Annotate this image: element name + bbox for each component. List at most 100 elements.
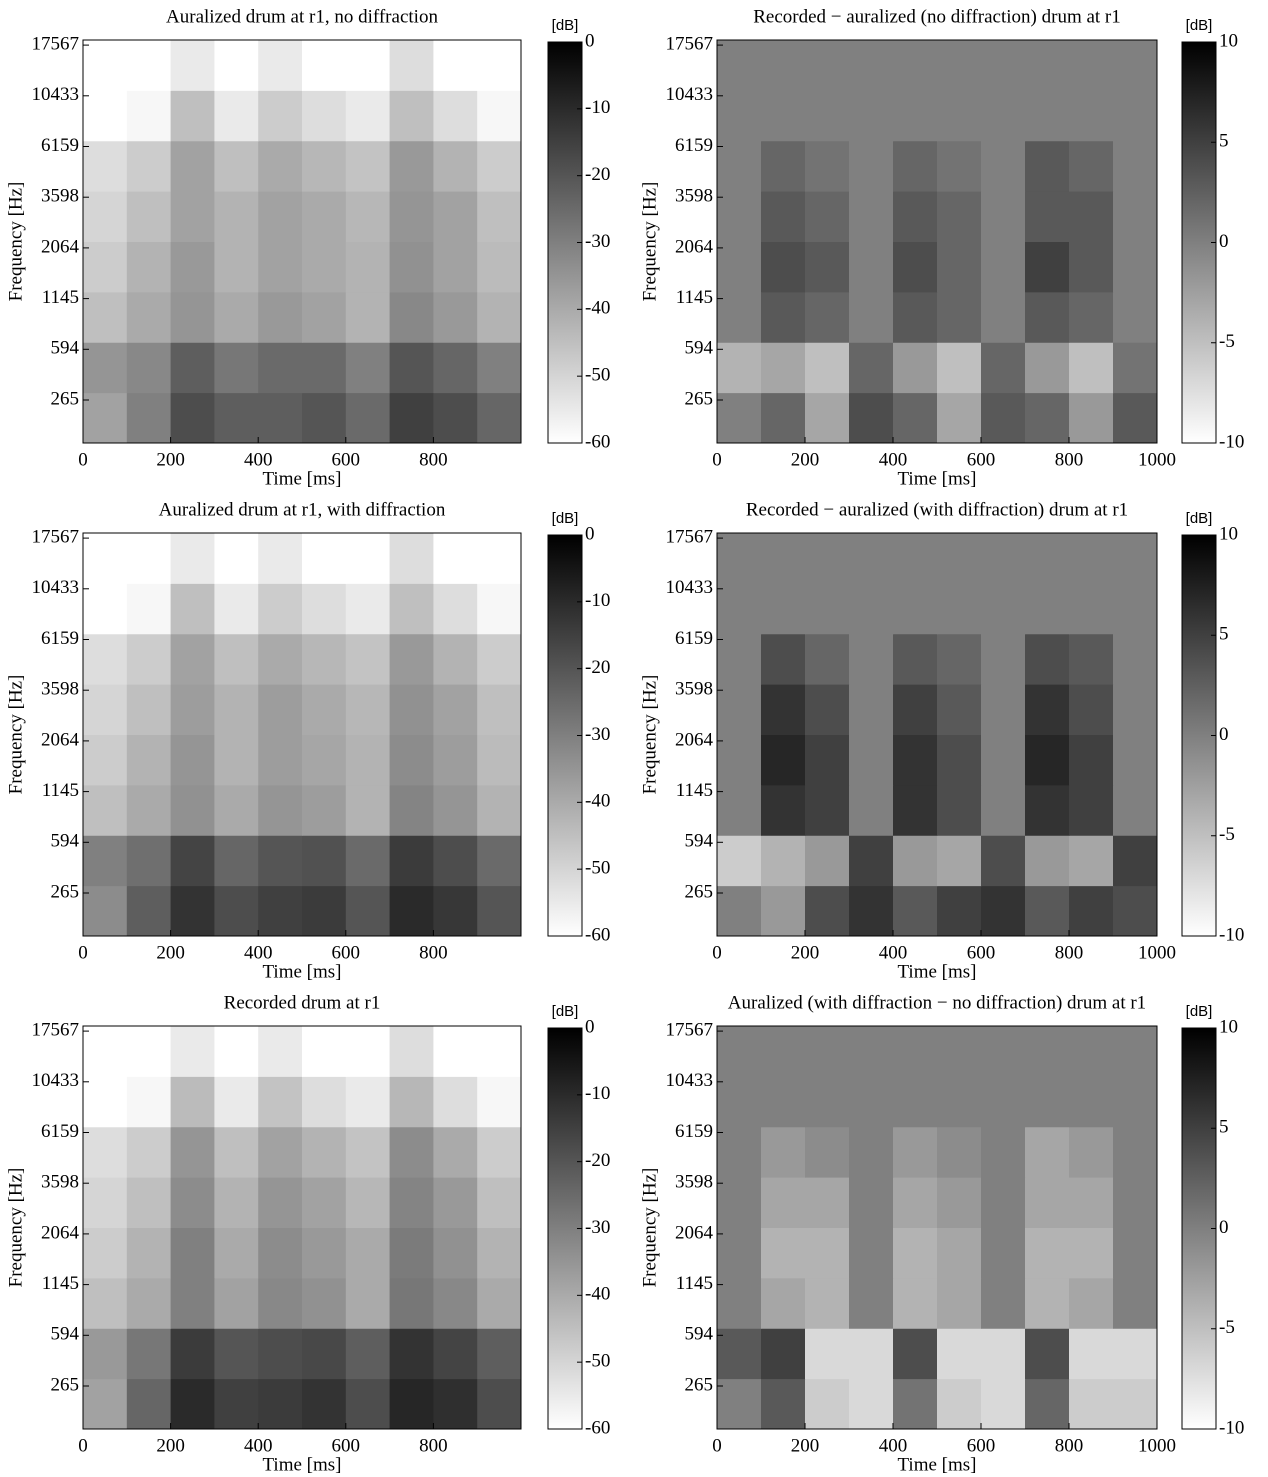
cell bbox=[389, 1227, 434, 1279]
cell bbox=[126, 1378, 172, 1430]
cell bbox=[893, 633, 938, 685]
y-tick-label: 594 bbox=[685, 1324, 714, 1345]
cell bbox=[849, 1277, 894, 1329]
cell bbox=[126, 392, 172, 444]
colorbar-label: [dB] bbox=[552, 17, 579, 34]
cell bbox=[258, 684, 303, 735]
cell bbox=[477, 1177, 522, 1228]
cell bbox=[805, 191, 850, 242]
cell bbox=[83, 191, 128, 242]
cell bbox=[1113, 392, 1158, 444]
subplot: 0 200 400 600 800 1000 265 594 1145 2064 3598 6159 1… bbox=[639, 992, 1244, 1475]
cell bbox=[1025, 40, 1070, 91]
y-tick-label: 3598 bbox=[675, 186, 713, 207]
cell bbox=[302, 784, 347, 836]
cell bbox=[302, 1328, 347, 1380]
cell bbox=[345, 90, 391, 142]
cell bbox=[433, 1328, 478, 1380]
cell bbox=[258, 1378, 303, 1430]
cell bbox=[1113, 583, 1158, 635]
cell bbox=[170, 1277, 215, 1329]
x-tick-label: 0 bbox=[712, 1435, 722, 1456]
colorbar-label: [dB] bbox=[552, 510, 579, 527]
cell bbox=[214, 1177, 259, 1228]
colorbar-tick-label: -10 bbox=[585, 590, 610, 611]
cell bbox=[477, 90, 522, 142]
cell bbox=[126, 140, 172, 192]
cell bbox=[937, 1378, 982, 1430]
y-tick-label: 594 bbox=[51, 1324, 80, 1345]
cell bbox=[83, 684, 128, 735]
cell bbox=[893, 583, 938, 635]
y-tick-label: 265 bbox=[51, 1374, 80, 1395]
cell bbox=[170, 633, 215, 685]
y-tick-label: 2064 bbox=[675, 729, 714, 750]
cell bbox=[893, 1277, 938, 1329]
cell bbox=[126, 1026, 172, 1077]
cell bbox=[170, 1026, 215, 1077]
cell bbox=[981, 291, 1026, 343]
cell bbox=[83, 1227, 128, 1279]
cell bbox=[937, 40, 982, 91]
cell bbox=[170, 291, 215, 343]
cell bbox=[433, 633, 478, 685]
cell bbox=[302, 1026, 347, 1077]
cell bbox=[302, 885, 347, 937]
x-tick-label: 1000 bbox=[1138, 942, 1176, 963]
y-tick-label: 10433 bbox=[32, 1070, 80, 1091]
cell bbox=[761, 1328, 806, 1380]
x-tick-label: 400 bbox=[879, 1435, 908, 1456]
cell bbox=[1025, 835, 1070, 887]
cell bbox=[258, 392, 303, 444]
cell bbox=[981, 734, 1026, 786]
x-tick-label: 800 bbox=[1055, 1435, 1084, 1456]
cell bbox=[937, 1328, 982, 1380]
cell bbox=[805, 1126, 850, 1178]
x-tick-label: 0 bbox=[78, 449, 88, 470]
x-axis-label: Time [ms] bbox=[897, 1454, 976, 1475]
cell bbox=[1069, 784, 1114, 836]
x-tick-label: 800 bbox=[419, 1435, 448, 1456]
cell bbox=[389, 1177, 434, 1228]
y-tick-label: 2064 bbox=[41, 1222, 80, 1243]
y-tick-label: 17567 bbox=[32, 1019, 80, 1040]
colorbar-tick-label: -50 bbox=[585, 1351, 610, 1372]
cell bbox=[433, 1277, 478, 1329]
cell bbox=[849, 140, 894, 192]
cell bbox=[477, 1227, 522, 1279]
cell bbox=[1113, 1026, 1158, 1077]
cell bbox=[1113, 90, 1158, 142]
cell bbox=[761, 583, 806, 635]
cell bbox=[893, 1026, 938, 1077]
cell bbox=[83, 291, 128, 343]
y-tick-label: 17567 bbox=[666, 526, 714, 547]
colorbar-label: [dB] bbox=[1186, 1003, 1213, 1020]
colorbar-tick-label: -5 bbox=[1219, 331, 1235, 352]
cell bbox=[1069, 734, 1114, 786]
cell bbox=[981, 342, 1026, 394]
colorbar-tick-label: 10 bbox=[1219, 523, 1238, 544]
y-tick-label: 17567 bbox=[666, 33, 714, 54]
cell bbox=[761, 1126, 806, 1178]
plot-frame bbox=[82, 39, 522, 444]
cell bbox=[1069, 291, 1114, 343]
cell bbox=[477, 392, 522, 444]
y-axis-label: Frequency [Hz] bbox=[639, 675, 660, 795]
subplot: 0 200 400 600 800 265 594 1145 2064 3598 6159 10433… bbox=[5, 499, 610, 982]
plot-frame bbox=[716, 39, 1158, 444]
plot-frame bbox=[82, 1025, 522, 1430]
y-axis-label: Frequency [Hz] bbox=[5, 675, 26, 795]
cell bbox=[126, 583, 172, 635]
cell bbox=[1113, 885, 1158, 937]
cell bbox=[761, 885, 806, 937]
cell bbox=[849, 291, 894, 343]
cell bbox=[1069, 533, 1114, 584]
cell bbox=[761, 40, 806, 91]
colorbar-tick-label: 0 bbox=[1219, 1217, 1229, 1238]
cell bbox=[389, 90, 434, 142]
cell bbox=[937, 533, 982, 584]
cell bbox=[761, 1227, 806, 1279]
cell bbox=[849, 734, 894, 786]
cell bbox=[805, 140, 850, 192]
